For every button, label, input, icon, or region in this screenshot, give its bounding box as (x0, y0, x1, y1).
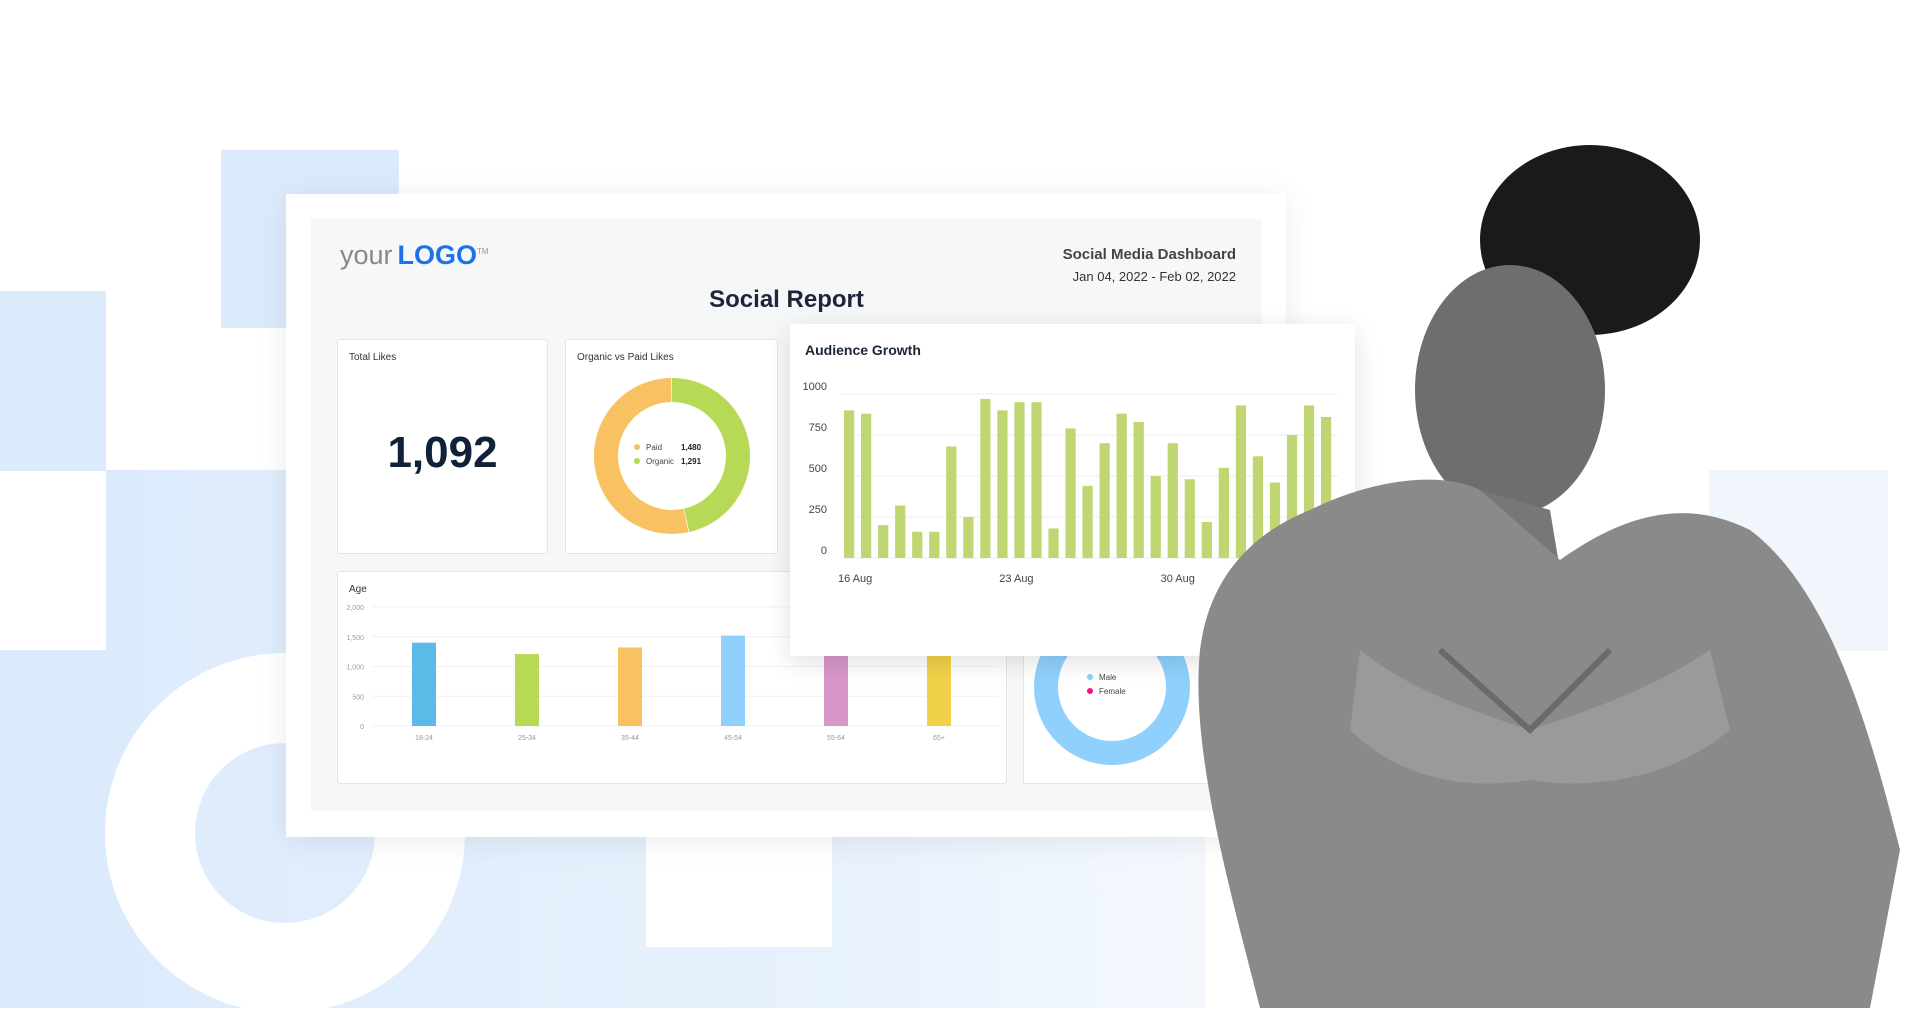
organic-paid-card: Organic vs Paid Likes Paid 1,480 Organic 1,… (565, 339, 778, 554)
legend-value: 1,480 (681, 443, 702, 452)
bar (1167, 443, 1178, 558)
card-title: Total Likes (349, 352, 397, 363)
bar (515, 654, 539, 726)
bar (1065, 428, 1076, 558)
bar (618, 647, 642, 726)
legend-dot (1087, 688, 1093, 694)
bg-shape (0, 291, 106, 471)
bar (929, 531, 940, 558)
x-tick-label: 30 Aug (1161, 573, 1195, 585)
bar (1201, 521, 1212, 558)
legend-label: Organic (646, 457, 674, 466)
page-title: Social Report (709, 286, 864, 313)
bar (844, 410, 855, 558)
bar (895, 505, 906, 558)
bar (1150, 476, 1161, 558)
bar (1133, 421, 1144, 558)
donut-slice-male (1034, 652, 1190, 765)
bar (1048, 528, 1059, 558)
bar (1269, 482, 1281, 558)
dashboard-name: Social Media Dashboard (1062, 246, 1236, 263)
gender-donut: Male Female (1034, 652, 1190, 765)
legend-dot (634, 458, 640, 464)
bar (1320, 416, 1332, 558)
bar (946, 446, 957, 558)
logo: your LOGOTM (340, 240, 489, 270)
organic-paid-donut: Paid 1,480 Organic 1,291 (594, 378, 750, 534)
bar (861, 413, 872, 558)
bar (1184, 479, 1195, 558)
legend-label: Paid (646, 443, 662, 452)
card-title: Audience Growth (805, 342, 921, 358)
y-tick-label: 500 (352, 694, 364, 701)
legend-value: 1,291 (681, 457, 702, 466)
x-tick-label: 18-24 (415, 735, 433, 742)
bar (1031, 402, 1042, 558)
x-tick-label: 65+ (933, 735, 945, 742)
bar (963, 517, 974, 558)
bar (1286, 435, 1298, 558)
y-tick-label: 1,500 (346, 635, 364, 642)
x-tick-label: 23 Aug (999, 573, 1033, 585)
legend-label: Male (1099, 673, 1117, 682)
x-tick-label: 55-64 (827, 735, 845, 742)
bar (824, 652, 848, 726)
x-tick-label: 25-34 (518, 735, 536, 742)
bar (927, 646, 951, 726)
bar (1303, 405, 1315, 558)
bg-shape (646, 837, 832, 947)
y-tick-label: 2,000 (346, 605, 364, 612)
y-tick-label: 250 (809, 504, 827, 516)
card-title: Age (349, 584, 367, 595)
y-tick-label: 500 (809, 463, 827, 475)
bar (1082, 485, 1093, 558)
bar (1014, 402, 1025, 558)
x-tick-label: 35-44 (621, 735, 639, 742)
bar (912, 531, 923, 558)
audience-growth-chart: 0 250 500 750 1000 16 Aug 23 Aug 30 Aug (803, 381, 1338, 585)
date-range: Jan 04, 2022 - Feb 02, 2022 (1072, 269, 1236, 284)
donut-slice-organic (671, 378, 750, 533)
person-photo (1198, 145, 1900, 1008)
y-tick-label: 0 (360, 724, 364, 731)
bar (980, 398, 991, 558)
y-tick-label: 1,000 (346, 665, 364, 672)
bar (1116, 413, 1127, 558)
legend-dot (634, 444, 640, 450)
bar (878, 525, 889, 558)
bar (1235, 405, 1247, 558)
bar (1218, 467, 1229, 558)
legend-label: Female (1099, 687, 1126, 696)
total-likes-value: 1,092 (387, 428, 498, 477)
bar (1252, 456, 1264, 558)
total-likes-card: Total Likes 1,092 (337, 339, 548, 554)
legend-dot (1087, 674, 1093, 680)
y-tick-label: 750 (809, 422, 827, 434)
donut-slice-paid (594, 378, 689, 534)
bg-shape (0, 650, 106, 1008)
x-tick-label: 45-54 (724, 735, 742, 742)
x-tick-label: 16 Aug (838, 573, 872, 585)
bar (721, 635, 745, 726)
card-title: Organic vs Paid Likes (577, 352, 674, 363)
bar (412, 642, 436, 726)
y-tick-label: 0 (821, 545, 827, 557)
bar (1099, 443, 1110, 558)
bar (997, 410, 1008, 558)
y-tick-label: 1000 (803, 381, 827, 393)
